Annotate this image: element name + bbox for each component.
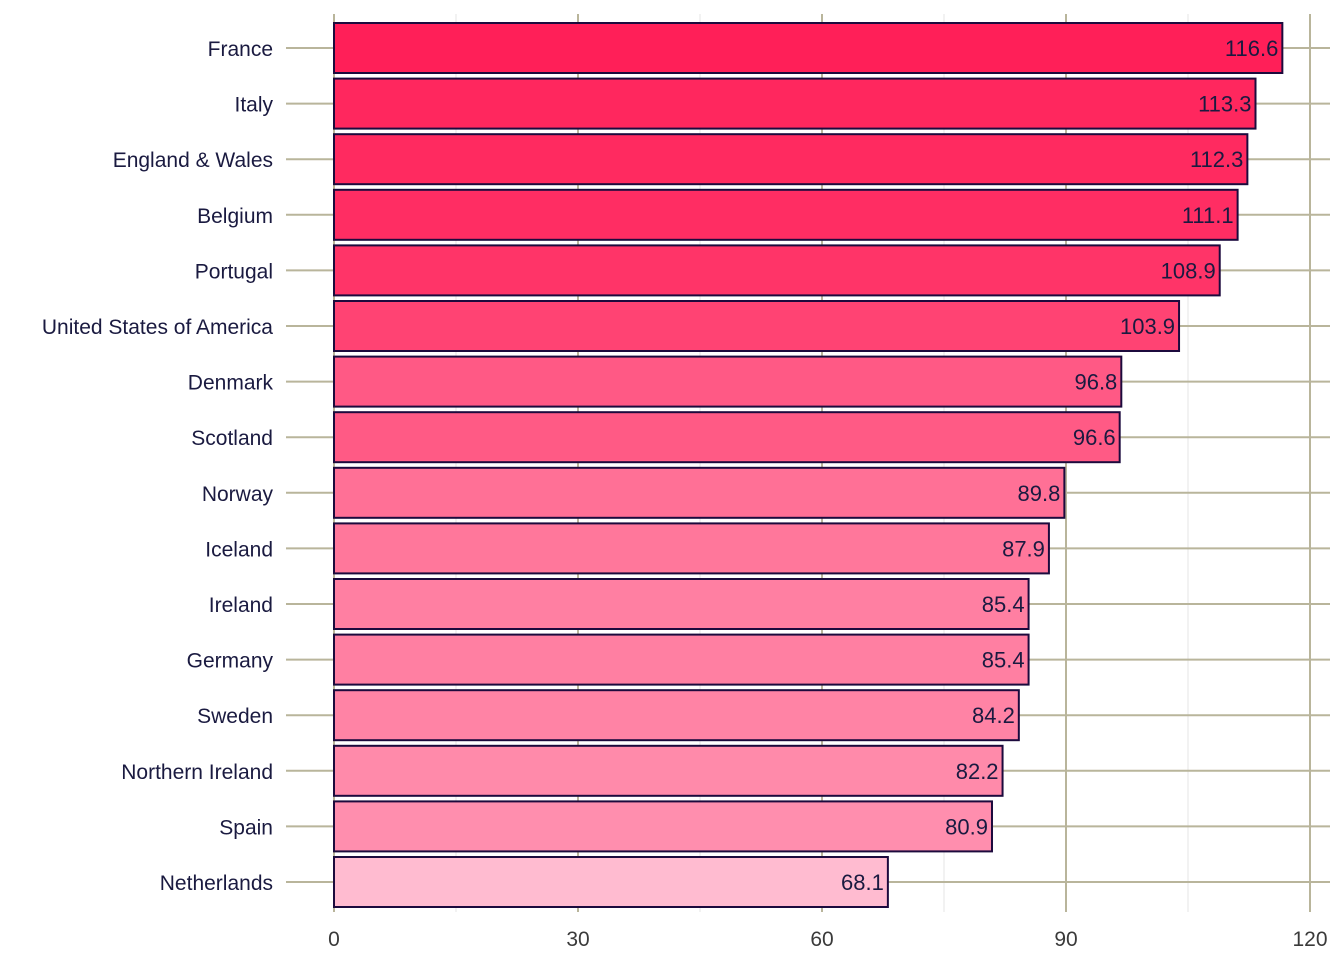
category-label: Norway <box>202 483 274 506</box>
category-label: Germany <box>187 650 274 673</box>
data-label: 82.2 <box>956 759 999 784</box>
category-label: Iceland <box>205 538 273 561</box>
category-label: Portugal <box>195 260 273 283</box>
data-labels: 116.6 113.3 112.3 111.1 108.9 103.9 96.8 96.6 89… <box>841 36 1278 895</box>
data-label: 80.9 <box>945 814 988 839</box>
bar <box>333 744 1004 797</box>
data-label: 111.1 <box>1182 203 1234 228</box>
data-label: 84.2 <box>972 703 1015 728</box>
bar <box>333 244 1221 297</box>
x-axis-labels: 0 30 60 90 120 <box>328 928 1327 951</box>
data-label: 96.8 <box>1074 370 1117 395</box>
bar <box>333 355 1123 408</box>
x-tick-label: 60 <box>810 928 833 951</box>
x-tick-label: 90 <box>1054 928 1077 951</box>
data-label: 68.1 <box>841 870 884 895</box>
data-label: 89.8 <box>1018 481 1061 506</box>
category-label: Netherlands <box>160 872 273 895</box>
data-label: 116.6 <box>1225 36 1278 61</box>
bar <box>333 522 1050 575</box>
category-label: Denmark <box>188 372 274 395</box>
bar <box>333 633 1030 686</box>
bar <box>333 77 1257 130</box>
category-label: Northern Ireland <box>121 761 273 784</box>
data-label: 85.4 <box>982 592 1025 617</box>
data-label: 85.4 <box>982 648 1025 673</box>
bar <box>333 188 1239 241</box>
category-label: Sweden <box>197 705 273 728</box>
data-label: 108.9 <box>1161 258 1216 283</box>
bar <box>333 466 1066 519</box>
category-label: Belgium <box>197 205 273 228</box>
category-label: Italy <box>234 94 273 117</box>
bar <box>333 856 889 908</box>
category-label: Scotland <box>191 427 273 450</box>
category-label: England & Wales <box>113 149 273 172</box>
x-tick-label: 30 <box>566 928 589 951</box>
bar <box>333 800 993 853</box>
bar <box>333 411 1121 464</box>
x-tick-label: 0 <box>328 928 340 951</box>
bar <box>333 578 1030 630</box>
bar <box>333 133 1249 186</box>
bar <box>333 22 1284 74</box>
bar <box>333 689 1020 742</box>
data-label: 87.9 <box>1002 536 1045 561</box>
category-label: Ireland <box>209 594 273 617</box>
category-label: United States of America <box>42 316 273 339</box>
data-label: 113.3 <box>1198 92 1251 117</box>
bars <box>333 22 1284 908</box>
x-tick-label: 120 <box>1292 928 1327 951</box>
data-label: 96.6 <box>1073 425 1116 450</box>
data-label: 112.3 <box>1190 147 1243 172</box>
category-label: Spain <box>219 816 273 839</box>
data-label: 103.9 <box>1120 314 1175 339</box>
category-label: France <box>208 38 273 61</box>
y-axis-labels: France Italy England & Wales Belgium Portuga… <box>42 38 274 895</box>
bar <box>333 300 1181 352</box>
